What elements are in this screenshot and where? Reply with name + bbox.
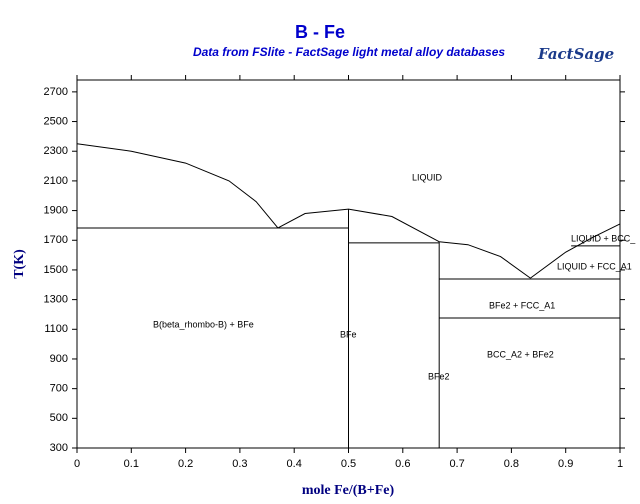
x-tick-label: 1 [617, 458, 623, 470]
x-tick-label: 0 [74, 458, 80, 470]
chart-subtitle: Data from FSlite - FactSage light metal … [193, 45, 505, 59]
y-tick-label: 1300 [44, 294, 68, 306]
region-label: LIQUID + BCC_ [571, 233, 636, 243]
y-tick-label: 1500 [44, 264, 68, 276]
y-tick-label: 1900 [44, 204, 68, 216]
x-tick-label: 0.5 [341, 458, 356, 470]
x-tick-label: 0.8 [504, 458, 519, 470]
y-tick-label: 2700 [44, 86, 68, 98]
region-label: LIQUID + FCC_A1 [557, 261, 632, 271]
x-tick-label: 0.2 [178, 458, 193, 470]
y-tick-label: 2100 [44, 175, 68, 187]
region-label: BFe2 + FCC_A1 [489, 300, 555, 310]
phase-boundary [76, 143, 279, 229]
x-tick-label: 0.3 [232, 458, 247, 470]
y-tick-label: 300 [50, 442, 68, 454]
region-label: BFe2 [428, 371, 450, 381]
y-tick-label: 2300 [44, 145, 68, 157]
y-tick-label: 700 [50, 383, 68, 395]
x-tick-label: 0.9 [558, 458, 573, 470]
y-tick-label: 900 [50, 353, 68, 365]
y-tick-label: 500 [50, 412, 68, 424]
x-tick-label: 0.7 [449, 458, 464, 470]
region-label: BCC_A2 + BFe2 [487, 349, 554, 359]
logo: FactSage [537, 45, 614, 63]
y-tick-label: 2500 [44, 115, 68, 127]
phase-boundary [277, 208, 440, 243]
region-label: LIQUID [412, 172, 443, 182]
phase-boundary [439, 241, 531, 279]
region-label: B(beta_rhombo-B) + BFe [153, 319, 254, 329]
x-tick-label: 0.6 [395, 458, 410, 470]
chart-title: B - Fe [295, 22, 345, 42]
phase-boundary [530, 223, 621, 279]
x-tick-label: 0.1 [124, 458, 139, 470]
y-axis-label: T(K) [12, 249, 27, 279]
x-axis-label: mole Fe/(B+Fe) [302, 483, 395, 498]
y-tick-label: 1100 [44, 323, 68, 335]
x-tick-label: 0.4 [287, 458, 302, 470]
region-label: BFe [340, 329, 357, 339]
y-tick-label: 1700 [44, 234, 68, 246]
